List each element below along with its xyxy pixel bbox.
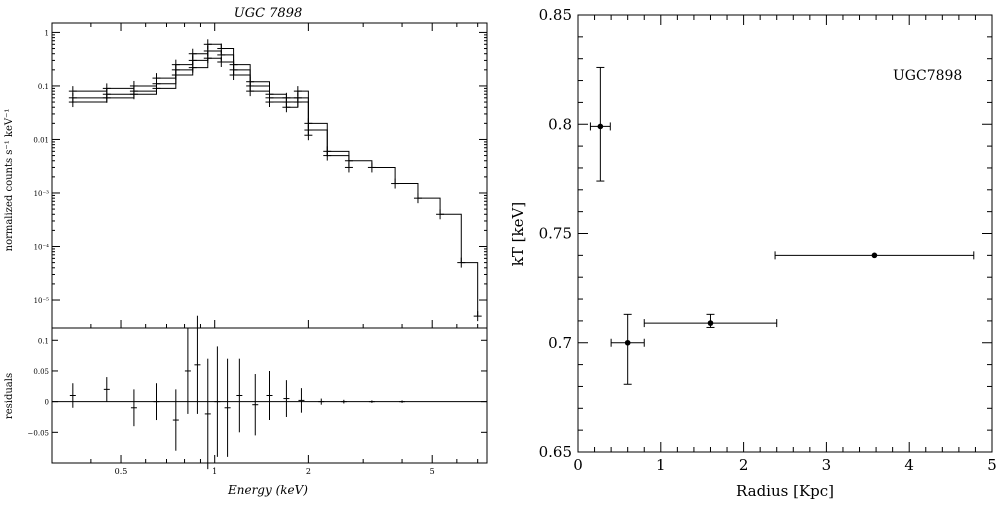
spectrum-title: UGC 7898	[234, 6, 303, 21]
residuals-ylabel: residuals	[4, 373, 15, 419]
x-tick-label: 0.5	[115, 467, 128, 476]
y-tick-label: 1	[45, 29, 49, 37]
y-tick-label: 0.75	[539, 225, 572, 243]
temperature-ylabel: kT [keV]	[509, 202, 527, 266]
y-tick-label: 0.85	[539, 6, 572, 24]
spectrum-xlabel: Energy (keV)	[227, 483, 308, 497]
temperature-xlabel: Radius [Kpc]	[736, 482, 834, 500]
y-tick-label: 10⁻⁴	[34, 243, 50, 251]
residuals-frame	[51, 327, 488, 464]
spectrum-panel: UGC 7898 normalized counts s⁻¹ keV⁻¹ res…	[0, 0, 490, 501]
y-tick-label: 0.1	[38, 83, 49, 91]
residual-y-tick-label: −0.05	[28, 429, 49, 437]
y-tick-label: 0.8	[548, 115, 572, 133]
residual-y-tick-label: 0.05	[33, 368, 49, 376]
spectrum-ylabel: normalized counts s⁻¹ keV⁻¹	[4, 109, 15, 252]
y-tick-label: 10⁻³	[34, 190, 50, 198]
temperature-panel: UGC7898 kT [keV] Radius [Kpc] 0 1 2 3 4 5 0.65…	[500, 0, 998, 501]
spectrum-frame	[51, 22, 488, 329]
spectrum-chart: UGC 7898 normalized counts s⁻¹ keV⁻¹ res…	[4, 6, 488, 497]
residual-y-tick-label: 0	[45, 399, 49, 407]
x-tick-label: 2	[739, 456, 749, 474]
data-point	[871, 252, 878, 259]
x-tick-label: 3	[822, 456, 832, 474]
temperature-annotation: UGC7898	[893, 68, 962, 84]
x-tick-label: 1	[212, 467, 217, 476]
y-tick-label: 0.65	[539, 443, 572, 461]
model-line	[72, 50, 350, 168]
y-tick-label: 0.7	[548, 334, 572, 352]
x-tick-label: 5	[987, 456, 997, 474]
x-tick-label: 1	[656, 456, 666, 474]
x-tick-label: 5	[430, 467, 435, 476]
y-tick-label: 10⁻⁵	[34, 297, 50, 305]
y-tick-label: 0.01	[33, 136, 49, 144]
x-tick-label: 4	[904, 456, 914, 474]
temperature-chart: UGC7898 kT [keV] Radius [Kpc] 0 1 2 3 4 5 0.65…	[509, 6, 997, 500]
data-point	[624, 339, 631, 346]
x-tick-label: 0	[573, 456, 583, 474]
residual-y-tick-label: 0.1	[38, 337, 49, 345]
x-tick-label: 2	[306, 467, 311, 476]
data-point	[597, 123, 604, 130]
model-line	[72, 57, 309, 136]
data-point	[707, 320, 714, 326]
